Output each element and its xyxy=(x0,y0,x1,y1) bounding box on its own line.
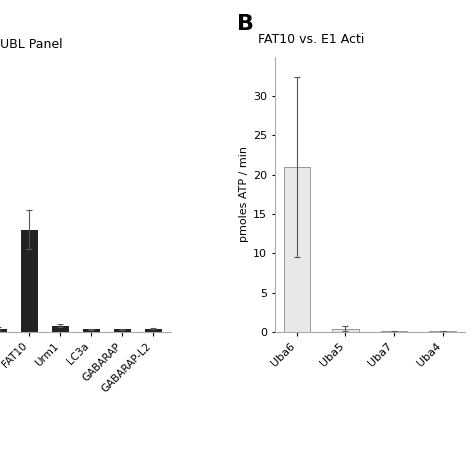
Bar xyxy=(114,329,131,332)
Text: UBL Panel: UBL Panel xyxy=(0,38,63,51)
Bar xyxy=(332,328,359,332)
Text: B: B xyxy=(237,14,254,34)
Text: FAT10 vs. E1 Acti: FAT10 vs. E1 Acti xyxy=(258,33,365,46)
Bar xyxy=(52,326,69,332)
Bar xyxy=(283,167,310,332)
Bar xyxy=(145,328,162,332)
Y-axis label: pmoles ATP / min: pmoles ATP / min xyxy=(239,146,249,242)
Bar xyxy=(83,329,100,332)
Bar xyxy=(21,230,38,332)
Bar xyxy=(0,328,7,332)
